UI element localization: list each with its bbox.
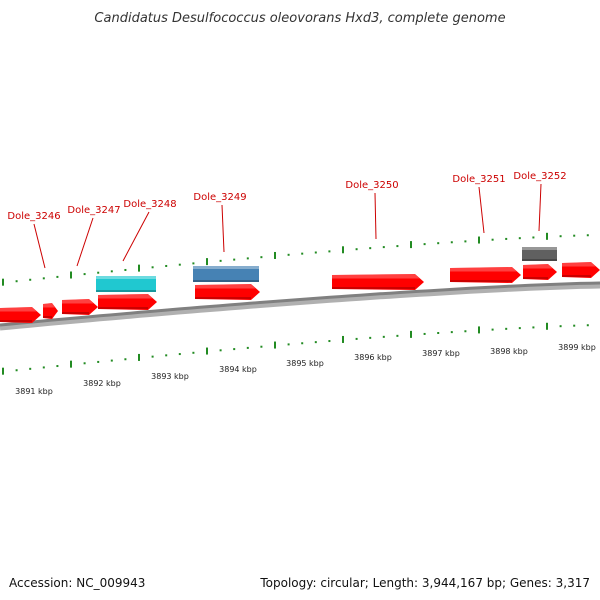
kbp-label: 3893 kbp xyxy=(151,372,189,381)
gene-arrow[interactable] xyxy=(450,267,521,283)
gene-leader-line xyxy=(374,192,377,240)
kbp-label: 3892 kbp xyxy=(83,379,121,388)
gene-arrow[interactable] xyxy=(562,262,600,278)
kbp-label: 3894 kbp xyxy=(219,365,257,374)
gene-arrow[interactable] xyxy=(195,284,260,300)
kbp-label: 3891 kbp xyxy=(15,387,53,396)
gene-arrow[interactable] xyxy=(62,299,98,315)
gene-label[interactable]: Dole_3250 xyxy=(345,180,398,191)
genome-info-label: Topology: circular; Length: 3,944,167 bp… xyxy=(259,576,590,590)
lower-tick-track xyxy=(2,322,589,375)
cyan-feature[interactable] xyxy=(96,276,156,292)
kbp-label: 3897 kbp xyxy=(422,349,460,358)
kbp-label: 3898 kbp xyxy=(490,347,528,356)
kbp-label: 3899 kbp xyxy=(558,343,596,352)
gene-leader-line xyxy=(76,217,94,267)
genome-title: Candidatus Desulfococcus oleovorans Hxd3… xyxy=(94,11,505,26)
gray-feature[interactable] xyxy=(522,247,557,261)
gene-label[interactable]: Dole_3251 xyxy=(452,174,505,185)
blue-feature[interactable] xyxy=(193,266,259,282)
gene-arrow[interactable] xyxy=(43,303,58,319)
gene-arrow-track xyxy=(0,262,600,323)
upper-tick-track xyxy=(2,232,589,286)
gene-leader-line xyxy=(538,183,542,232)
gene-label[interactable]: Dole_3249 xyxy=(193,192,246,203)
gene-label[interactable]: Dole_3247 xyxy=(67,205,120,216)
gene-arrow[interactable] xyxy=(332,274,424,290)
gene-arrow[interactable] xyxy=(98,294,157,310)
gene-label[interactable]: Dole_3246 xyxy=(7,211,60,222)
gene-label[interactable]: Dole_3248 xyxy=(123,199,176,210)
gene-arrow[interactable] xyxy=(0,307,41,323)
gene-leader-line xyxy=(221,204,225,253)
gene-arrow[interactable] xyxy=(523,264,557,280)
feature-track xyxy=(96,247,557,292)
genome-backbone-shadow xyxy=(0,283,600,331)
kbp-scale-labels: 3891 kbp 3892 kbp 3893 kbp 3894 kbp 3895 kbp… xyxy=(15,343,596,396)
gene-leader-line xyxy=(122,211,150,262)
genome-backbone xyxy=(0,281,600,327)
kbp-label: 3895 kbp xyxy=(286,359,324,368)
gene-leader-line xyxy=(33,223,46,269)
kbp-label: 3896 kbp xyxy=(354,353,392,362)
accession-label: Accession: NC_009943 xyxy=(9,576,145,590)
gene-label[interactable]: Dole_3252 xyxy=(513,171,566,182)
gene-leader-line xyxy=(478,186,485,234)
